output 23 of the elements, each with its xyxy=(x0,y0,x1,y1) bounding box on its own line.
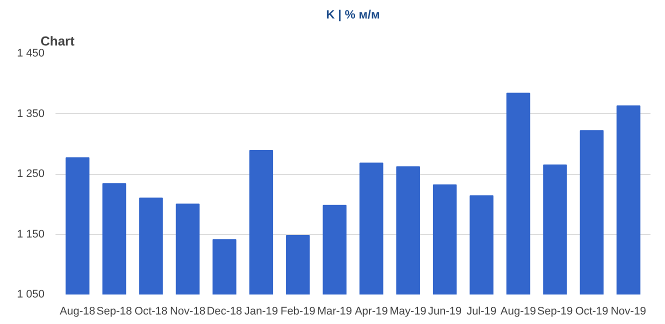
x-tick-label: Dec-18 xyxy=(206,306,242,318)
x-tick-label: Mar-19 xyxy=(317,306,352,318)
y-tick-label: 1 350 xyxy=(16,108,45,120)
x-tick-label: Jan-19 xyxy=(244,306,278,318)
chart-title: Chart xyxy=(40,34,76,48)
x-tick-label: Nov-18 xyxy=(170,306,206,318)
x-tick-label: Jun-19 xyxy=(428,306,462,318)
x-tick-label: Nov-19 xyxy=(610,306,646,318)
y-tick-label: 1 450 xyxy=(16,48,45,60)
x-tick-label: Sep-18 xyxy=(96,306,132,318)
x-tick-label: Apr-19 xyxy=(354,306,388,318)
y-tick-label: 1 050 xyxy=(16,288,45,300)
x-tick-label: Sep-19 xyxy=(537,306,573,318)
x-tick-label: Aug-18 xyxy=(60,306,96,318)
x-tick-label: May-19 xyxy=(390,306,426,318)
x-tick-label: Aug-19 xyxy=(500,306,536,318)
y-tick-label: 1 150 xyxy=(16,228,45,240)
x-tick-label: Oct-19 xyxy=(575,306,608,318)
x-tick-label: Oct-18 xyxy=(134,306,168,318)
y-tick-label: 1 250 xyxy=(16,168,45,180)
x-tick-label: Jul-19 xyxy=(466,306,497,318)
x-tick-label: Feb-19 xyxy=(280,306,316,318)
text: K | % м/м xyxy=(326,8,380,22)
